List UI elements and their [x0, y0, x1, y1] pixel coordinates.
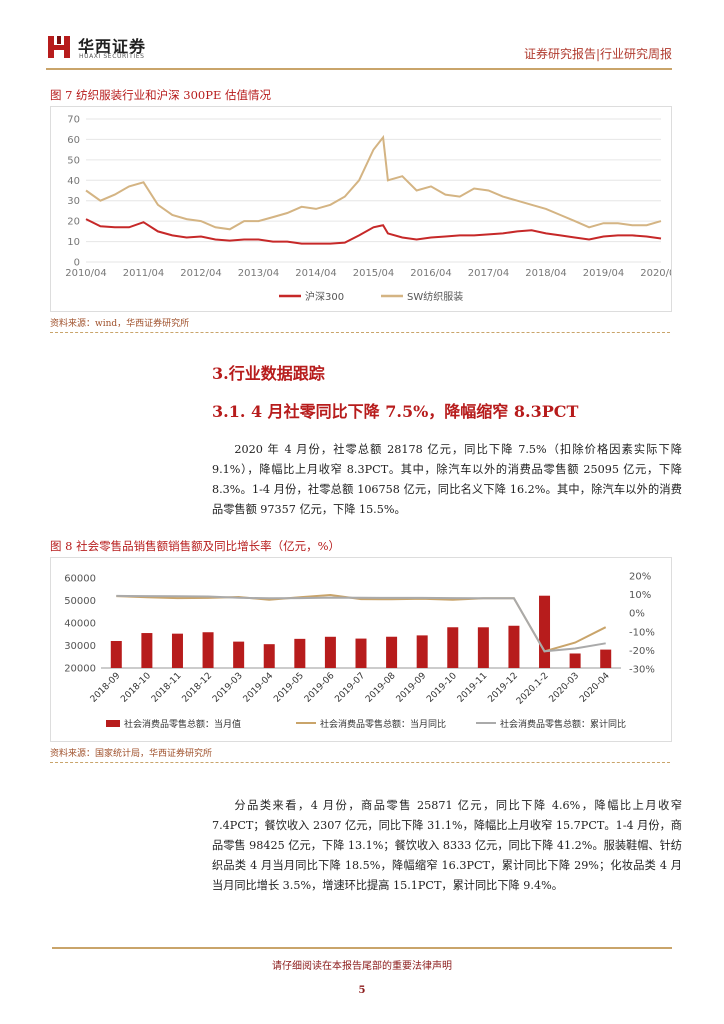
pe-valuation-chart: 0 10 20 30 40 50 60 70 2010/04 2011/04 2012/04 2013… — [51, 107, 671, 311]
x-tick-label: 2012/04 — [180, 268, 222, 279]
bar — [111, 641, 122, 668]
brand-name-english: HUAXI SECURITIES — [79, 53, 145, 60]
x-tick-label: 2020/04 — [640, 268, 671, 279]
series-line — [86, 137, 661, 229]
y-left-tick-label: 60000 — [64, 574, 96, 585]
bar — [417, 635, 428, 668]
subsection-heading: 3.1. 4 月社零同比下降 7.5%，降幅缩窄 8.3PCT — [212, 398, 578, 422]
y-tick-label: 10 — [67, 237, 80, 248]
x-tick-label: 2014/04 — [295, 268, 337, 279]
paragraph-text: 分品类来看，4 月份，商品零售 25871 亿元，同比下降 4.6%，降幅比上月… — [212, 796, 682, 896]
y-right-tick-label: -30% — [629, 665, 655, 676]
y-right-tick-label: 0% — [629, 609, 645, 620]
y-left-tick-label: 40000 — [64, 619, 96, 630]
legend-label: SW纺织服装 — [407, 290, 463, 303]
y-right-tick-label: 20% — [629, 572, 651, 583]
x-tick-label: 2020.1-2 — [515, 671, 551, 707]
footer-divider — [52, 947, 672, 949]
y-right-tick-label: -20% — [629, 646, 655, 657]
legend-swatch — [106, 720, 120, 727]
figure-8-divider — [50, 762, 670, 763]
x-tick-label: 2010/04 — [65, 268, 107, 279]
x-tick-label: 2018-09 — [89, 671, 123, 705]
x-tick-label: 2018-12 — [181, 671, 215, 705]
header-divider — [46, 68, 672, 70]
series-line — [86, 219, 661, 244]
y-tick-label: 50 — [67, 155, 80, 166]
category-paragraph: 分品类来看，4 月份，商品零售 25871 亿元，同比下降 4.6%，降幅比上月… — [212, 796, 682, 896]
x-tick-label: 2018-11 — [150, 671, 184, 705]
x-tick-label: 2020-04 — [578, 671, 612, 705]
figure-8-title: 图 8 社会零售品销售额销售额及同比增长率（亿元，%） — [50, 538, 340, 554]
y-tick-label: 30 — [67, 196, 80, 207]
x-tick-label: 2019-04 — [242, 671, 276, 705]
section-paragraph: 2020 年 4 月份，社零总额 28178 亿元，同比下降 7.5%（扣除价格… — [212, 440, 682, 520]
x-tick-label: 2019/04 — [583, 268, 625, 279]
x-tick-label: 2019-08 — [364, 671, 398, 705]
figure-8-chart: 20000 30000 40000 50000 60000 20% 10% 0% -10% -20… — [50, 557, 672, 742]
x-tick-label: 2018/04 — [525, 268, 567, 279]
y-left-tick-label: 30000 — [64, 641, 96, 652]
x-tick-label: 2015/04 — [353, 268, 395, 279]
y-left-tick-label: 20000 — [64, 664, 96, 675]
y-tick-label: 60 — [67, 135, 80, 146]
bar — [264, 644, 275, 668]
y-tick-label: 0 — [74, 258, 80, 269]
x-tick-label: 2019-06 — [303, 671, 337, 705]
x-tick-label: 2019-09 — [395, 671, 429, 705]
x-tick-label: 2017/04 — [468, 268, 510, 279]
x-tick-label: 2019-05 — [272, 671, 306, 705]
section-heading: 3.行业数据跟踪 — [212, 360, 325, 384]
bar — [508, 626, 519, 668]
legend-label: 沪深300 — [305, 290, 344, 303]
bar — [570, 653, 581, 668]
legend-label: 社会消费品零售总额：累计同比 — [500, 718, 626, 730]
y-right-tick-label: -10% — [629, 627, 655, 638]
figure-8-source: 资料来源：国家统计局，华西证券研究所 — [50, 746, 212, 759]
figure-7-divider — [50, 332, 670, 333]
bar — [386, 637, 397, 668]
huaxi-logo-icon — [46, 34, 72, 60]
x-tick-label: 2019-10 — [425, 671, 459, 705]
x-tick-label: 2011/04 — [123, 268, 165, 279]
bar — [141, 633, 152, 668]
legend-label: 社会消费品零售总额：当月值 — [124, 718, 241, 730]
figure-7-source: 资料来源：wind，华西证券研究所 — [50, 316, 189, 329]
x-tick-label: 2019-03 — [211, 671, 245, 705]
legend-label: 社会消费品零售总额：当月同比 — [320, 718, 446, 730]
bar — [172, 634, 183, 668]
paragraph-text: 2020 年 4 月份，社零总额 28178 亿元，同比下降 7.5%（扣除价格… — [212, 440, 682, 520]
retail-sales-chart: 20000 30000 40000 50000 60000 20% 10% 0% -10% -20… — [51, 558, 671, 741]
x-tick-label: 2019-07 — [333, 671, 367, 705]
footer-disclaimer: 请仔细阅读在本报告尾部的重要法律声明 — [0, 957, 724, 972]
y-tick-label: 70 — [67, 115, 80, 126]
x-tick-label: 2020-03 — [548, 671, 582, 705]
bar — [356, 639, 367, 668]
figure-7-chart: 0 10 20 30 40 50 60 70 2010/04 2011/04 2012/04 2013… — [50, 106, 672, 312]
bar — [478, 627, 489, 668]
y-tick-label: 40 — [67, 176, 80, 187]
x-tick-label: 2016/04 — [410, 268, 452, 279]
y-right-tick-label: 10% — [629, 590, 651, 601]
x-tick-label: 2018-10 — [119, 671, 153, 705]
bar — [325, 637, 336, 668]
page-number: 5 — [0, 985, 724, 996]
x-tick-label: 2013/04 — [238, 268, 280, 279]
bar — [539, 596, 550, 668]
bar — [600, 650, 611, 668]
bar — [294, 639, 305, 668]
bar — [203, 632, 214, 668]
y-tick-label: 20 — [67, 217, 80, 228]
bar — [447, 627, 458, 668]
y-left-tick-label: 50000 — [64, 596, 96, 607]
report-type: 证券研究报告|行业研究周报 — [524, 45, 672, 62]
bar — [233, 642, 244, 668]
figure-7-title: 图 7 纺织服装行业和沪深 300PE 估值情况 — [50, 87, 271, 103]
x-tick-label: 2019-11 — [456, 671, 490, 705]
